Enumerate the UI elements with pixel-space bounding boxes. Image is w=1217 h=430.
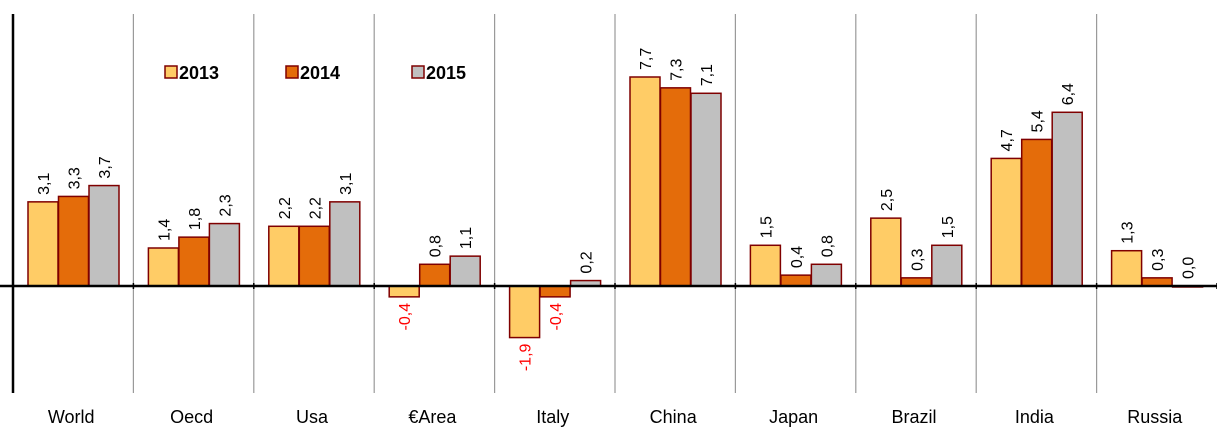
value-label: 0,8: [819, 235, 836, 257]
bar-2014: [539, 285, 571, 298]
bar-2014: [659, 87, 692, 287]
bar-2014: [57, 195, 90, 287]
value-label: 3,3: [67, 167, 84, 189]
bar-2014: [780, 274, 812, 287]
value-label: 1,5: [758, 216, 775, 238]
bar-2015: [449, 255, 481, 287]
bars-layer: [27, 76, 1204, 339]
category-label: World: [48, 407, 95, 427]
value-label: 2,2: [307, 197, 324, 219]
value-label: 0,3: [1150, 249, 1167, 271]
value-label: 4,7: [999, 129, 1016, 151]
legend-label-2015: 2015: [426, 63, 466, 83]
bar-2014: [418, 263, 451, 287]
value-label: 0,4: [789, 246, 806, 268]
legend-label-2013: 2013: [179, 63, 219, 83]
value-label: 7,7: [638, 48, 655, 70]
bar-2015: [1051, 111, 1083, 287]
category-label: Usa: [296, 407, 329, 427]
value-label: -0,4: [397, 303, 414, 331]
value-label: 2,3: [217, 194, 234, 216]
value-label: 0,8: [428, 235, 445, 257]
value-label: 1,1: [458, 227, 475, 249]
value-label: 6,4: [1060, 83, 1077, 105]
legend: 2013 2014 2015: [164, 63, 466, 83]
value-label: 1,3: [1120, 221, 1137, 243]
value-label: -1,9: [518, 343, 535, 371]
legend-swatch-2014: [285, 65, 299, 79]
value-label: 2,5: [879, 189, 896, 211]
axes-layer: [0, 14, 1217, 393]
category-label: Italy: [536, 407, 569, 427]
bar-2015: [208, 222, 241, 287]
category-separators: [132, 14, 1098, 393]
category-label: India: [1015, 407, 1055, 427]
bar-2013: [268, 225, 300, 287]
bar-2015: [329, 201, 361, 287]
bar-2013: [870, 217, 902, 287]
value-label: 1,8: [187, 208, 204, 230]
legend-swatch-2013: [164, 65, 178, 79]
category-label: Brazil: [891, 407, 936, 427]
value-label: 0,2: [579, 251, 596, 273]
bar-2015: [690, 92, 722, 287]
category-label: €Area: [408, 407, 457, 427]
value-label: 7,3: [669, 59, 686, 81]
value-label: 2,2: [277, 197, 294, 219]
category-label: Russia: [1127, 407, 1183, 427]
bar-2013: [508, 285, 541, 339]
category-labels-layer: World Oecd Usa €Area Italy China Japan Brazil In…: [48, 407, 1183, 427]
value-label: 0,0: [1181, 257, 1198, 279]
legend-label-2014: 2014: [300, 63, 340, 83]
bar-2015: [931, 244, 963, 287]
category-label: Oecd: [170, 407, 213, 427]
bar-2013: [27, 201, 59, 287]
category-label: Japan: [769, 407, 818, 427]
bar-2015: [88, 184, 120, 287]
category-label: China: [650, 407, 698, 427]
value-label: 3,1: [338, 173, 355, 195]
bar-2014: [298, 225, 331, 287]
value-label: 1,4: [156, 219, 173, 241]
bar-2014: [178, 236, 210, 287]
value-label: 7,1: [699, 64, 716, 86]
value-label: 0,3: [909, 249, 926, 271]
bar-2014: [1020, 138, 1053, 287]
value-label: 5,4: [1030, 110, 1047, 132]
bar-2013: [990, 157, 1022, 287]
value-label: 3,7: [97, 156, 114, 178]
bar-2013: [147, 247, 180, 287]
bar-2013: [1110, 249, 1143, 287]
value-label: 3,1: [36, 173, 53, 195]
bar-2013: [388, 285, 420, 298]
value-label: -0,4: [548, 303, 565, 331]
bar-2013: [629, 76, 661, 287]
bar-2015: [810, 263, 843, 287]
legend-swatch-2015: [411, 65, 425, 79]
bar-2013: [749, 244, 782, 287]
value-labels-layer: 3,1 3,3 3,7 1,4 1,8 2,3 2,2 2,2 3,1 -0,4 0,8 1,1 -1,…: [36, 48, 1198, 371]
value-label: 1,5: [940, 216, 957, 238]
